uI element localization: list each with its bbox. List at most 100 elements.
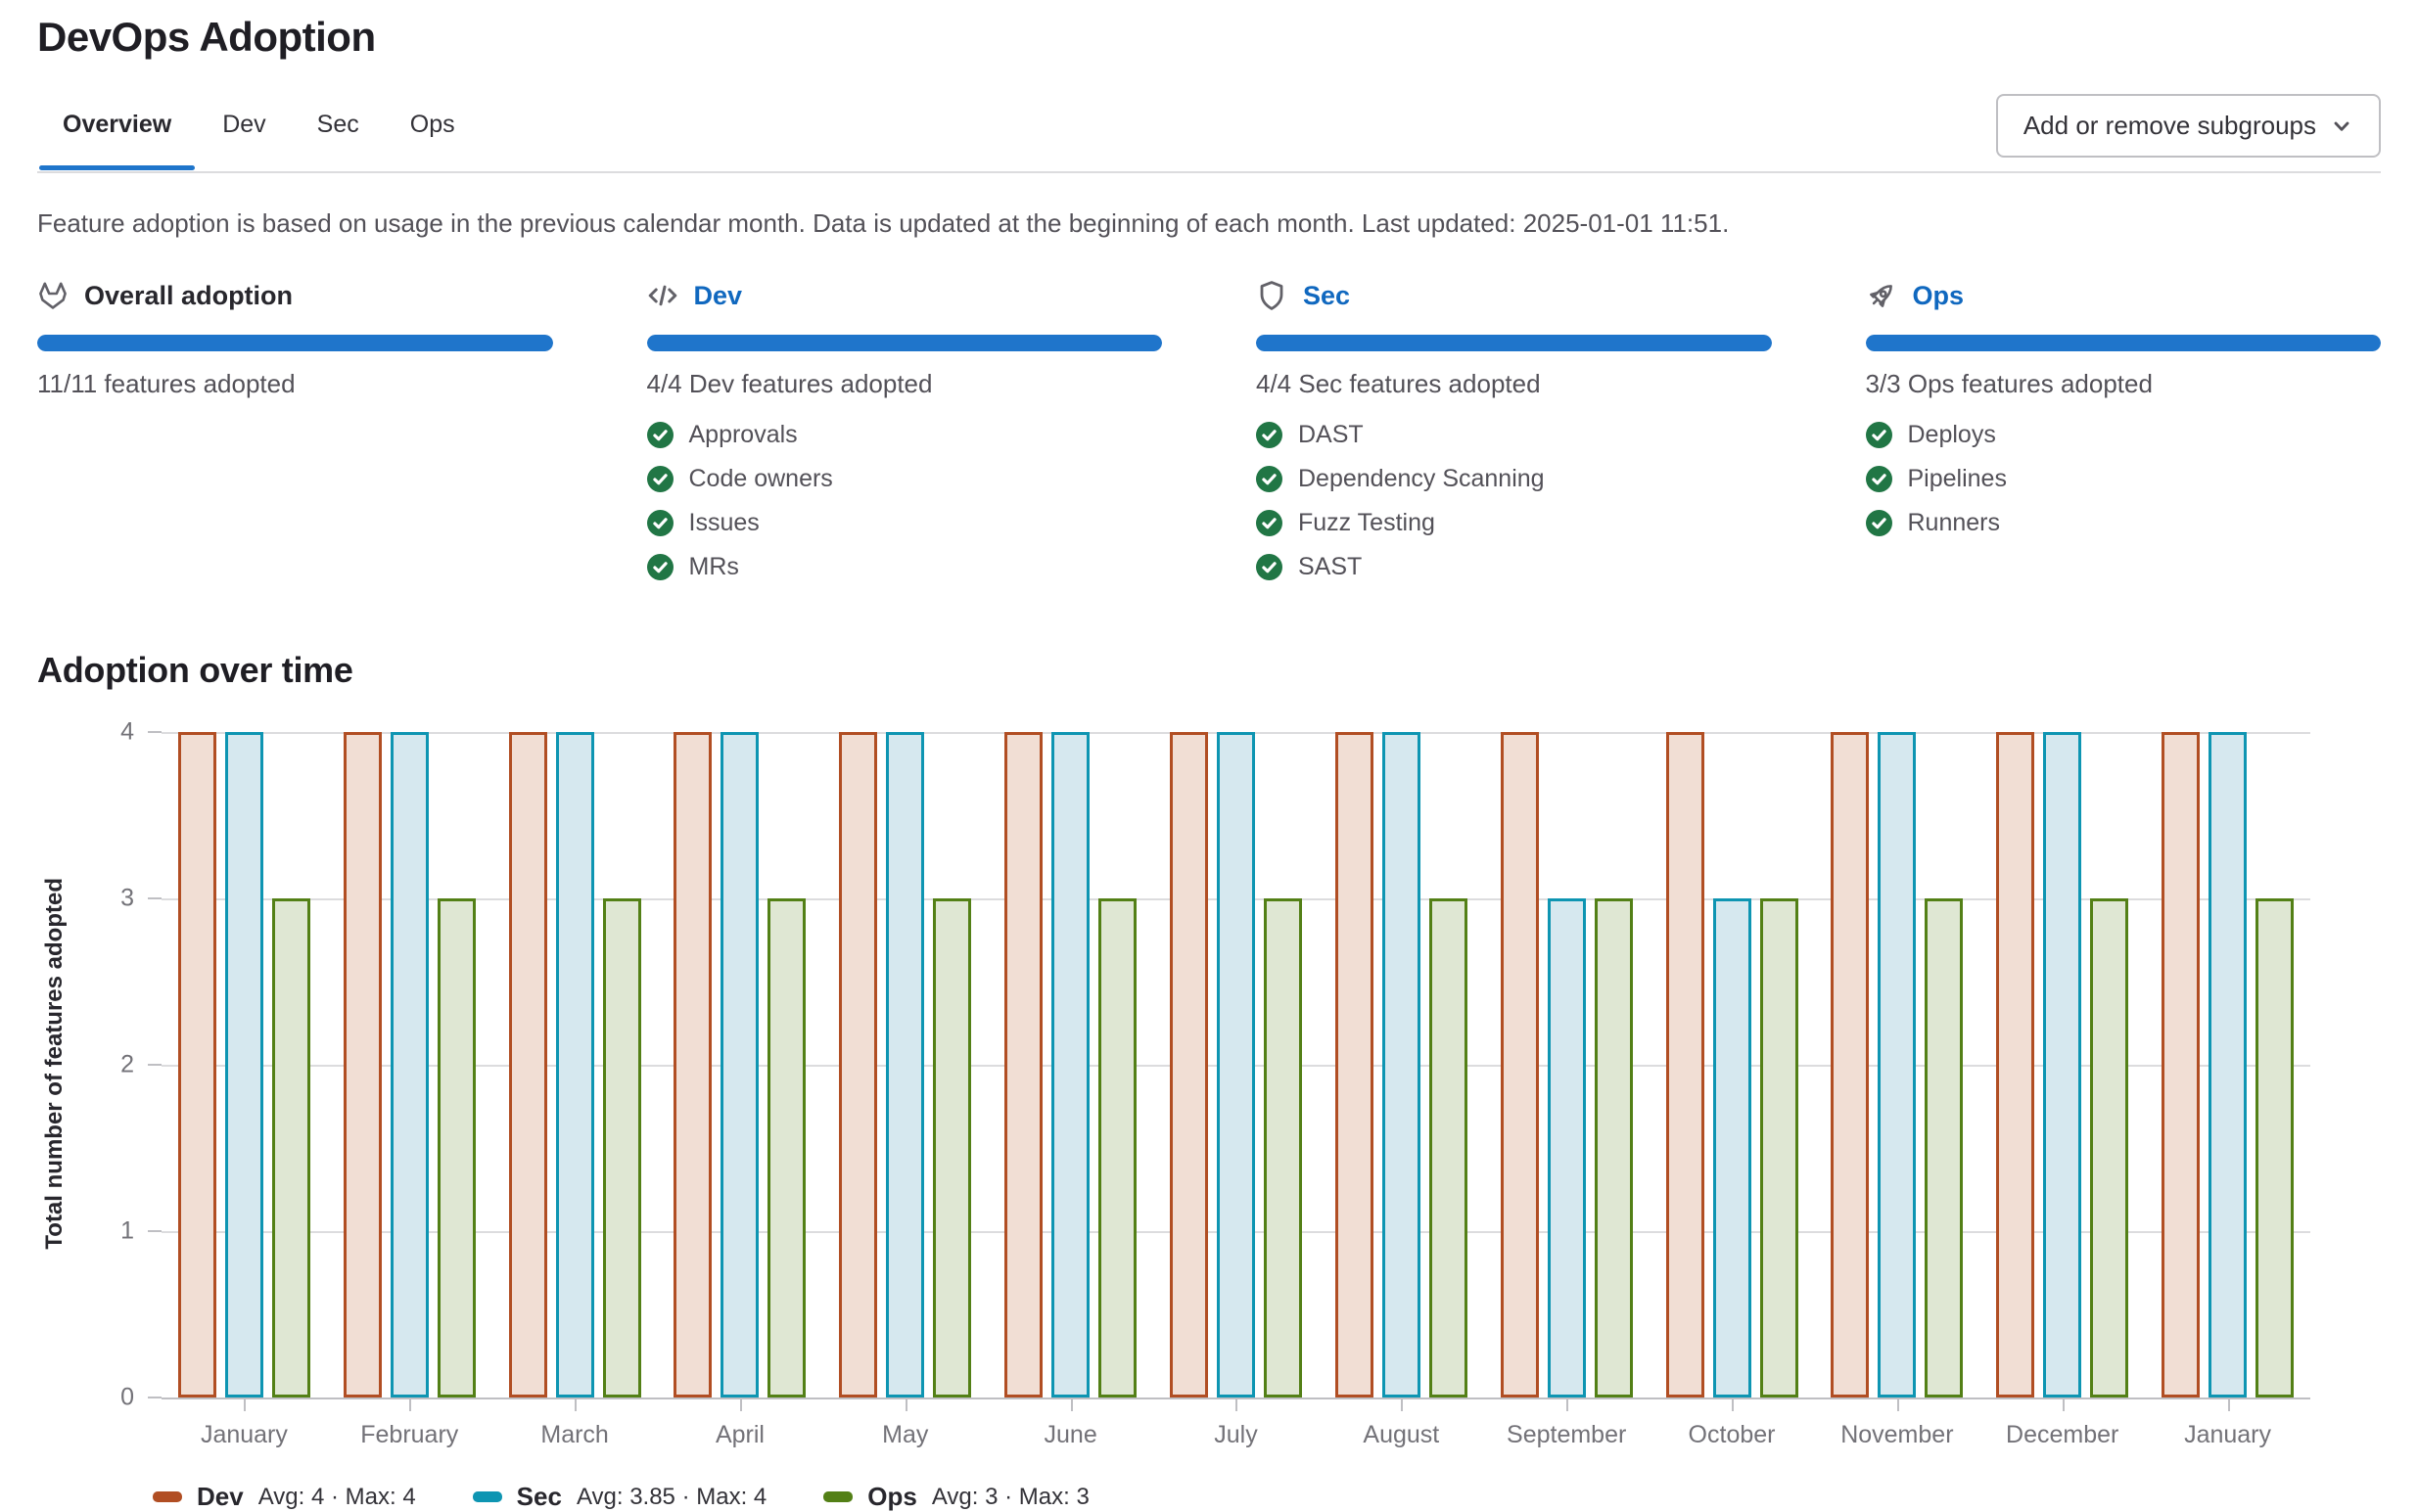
bar-group-january-0: January xyxy=(162,732,327,1448)
bar-dev-march-2 xyxy=(508,732,547,1397)
card-header: Dev xyxy=(647,278,1163,313)
feature-label: Issues xyxy=(688,509,760,536)
bar-dev-october-9 xyxy=(1665,732,1704,1397)
card-title[interactable]: Sec xyxy=(1303,280,1351,310)
legend-item-dev[interactable]: Dev Avg: 4 · Max: 4 xyxy=(153,1482,416,1512)
y-axis-tick-mark xyxy=(148,1230,162,1232)
feature-label: Pipelines xyxy=(1907,465,2007,492)
y-axis-label: Total number of features adopted xyxy=(41,878,68,1250)
tabs: Overview Dev Sec Ops xyxy=(37,97,481,170)
feature-item: DAST xyxy=(1256,413,1772,457)
bar-sec-april-3 xyxy=(721,732,760,1397)
x-axis-label-october-9: October xyxy=(1688,1421,1776,1448)
adoption-summary: 4/4 Sec features adopted xyxy=(1256,369,1541,398)
legend-item-sec[interactable]: Sec Avg: 3.85 · Max: 4 xyxy=(472,1482,767,1512)
bar-ops-january-12 xyxy=(2255,898,2295,1397)
check-circle-icon xyxy=(1256,466,1282,492)
bar-sec-november-10 xyxy=(1878,732,1917,1397)
add-remove-subgroups-label: Add or remove subgroups xyxy=(2023,111,2316,140)
add-remove-subgroups-button[interactable]: Add or remove subgroups xyxy=(1995,94,2381,158)
x-axis-tick-mark xyxy=(409,1399,412,1411)
bar-sec-september-8 xyxy=(1547,898,1586,1397)
x-axis-label-december-11: December xyxy=(2006,1421,2119,1448)
feature-label: Dependency Scanning xyxy=(1298,465,1545,492)
x-axis-tick-mark xyxy=(905,1399,907,1411)
progress-bar-fill xyxy=(646,335,1162,351)
legend-swatch-dev xyxy=(153,1491,182,1502)
feature-item: Issues xyxy=(646,501,1163,545)
check-circle-icon xyxy=(646,422,674,448)
chart-section-title: Adoption over time xyxy=(37,650,353,690)
bar-groups: January February March April May June July Augu… xyxy=(162,732,2310,1448)
adoption-card-ops: Ops 3/3 Ops features adopted Deploys Pipeli… xyxy=(1865,278,2382,589)
legend-item-ops[interactable]: Ops Avg: 3 · Max: 3 xyxy=(823,1482,1090,1512)
x-axis-label-april-3: April xyxy=(715,1421,765,1448)
feature-item: Runners xyxy=(1865,501,2382,545)
feature-item: Pipelines xyxy=(1865,457,2382,501)
x-axis-label-june-5: June xyxy=(1044,1421,1097,1448)
card-title[interactable]: Ops xyxy=(1912,280,1965,310)
legend-series-stats: Avg: 4 · Max: 4 xyxy=(257,1483,416,1510)
bar-group-november-10: November xyxy=(1814,732,1979,1448)
bar-ops-september-8 xyxy=(1594,898,1633,1397)
bar-dev-february-1 xyxy=(343,732,382,1397)
x-axis-tick-mark xyxy=(1566,1399,1569,1411)
adoption-card-dev: Dev 4/4 Dev features adopted Approvals Code… xyxy=(646,278,1163,589)
legend-swatch-ops xyxy=(823,1491,854,1502)
bar-group-march-2: March xyxy=(492,732,658,1448)
code-icon xyxy=(647,280,678,311)
bar-ops-october-9 xyxy=(1759,898,1798,1397)
bar-ops-february-1 xyxy=(437,898,476,1397)
tab-ops[interactable]: Ops xyxy=(385,97,481,168)
y-axis-tick-mark xyxy=(148,731,162,733)
card-title[interactable]: Dev xyxy=(693,280,743,310)
x-axis-label-february-1: February xyxy=(360,1421,459,1448)
bar-sec-august-7 xyxy=(1381,732,1420,1397)
rocket-icon xyxy=(1866,280,1897,311)
bar-sec-october-9 xyxy=(1712,898,1751,1397)
x-axis-tick-mark xyxy=(739,1399,742,1411)
x-axis-label-january-12: January xyxy=(2184,1421,2272,1448)
adoption-cards-row: Overall adoption 11/11 features adopted De… xyxy=(37,278,2381,589)
feature-label: Code owners xyxy=(688,465,833,492)
bar-sec-may-4 xyxy=(886,732,925,1397)
feature-label: Runners xyxy=(1907,509,2001,536)
bar-group-february-1: February xyxy=(327,732,492,1448)
y-axis-tick-mark xyxy=(148,897,162,899)
bar-sec-december-11 xyxy=(2043,732,2082,1397)
bar-group-april-3: April xyxy=(658,732,823,1448)
tab-dev[interactable]: Dev xyxy=(197,97,291,168)
x-axis-tick-mark xyxy=(575,1399,578,1411)
check-circle-icon xyxy=(1256,422,1282,448)
check-circle-icon xyxy=(1865,422,1892,448)
tab-bar: Overview Dev Sec Ops Add or remove subgroup… xyxy=(37,94,2381,173)
tab-sec[interactable]: Sec xyxy=(292,97,385,168)
x-axis-tick-mark xyxy=(1896,1399,1899,1411)
x-axis-tick-mark xyxy=(1070,1399,1073,1411)
feature-label: MRs xyxy=(688,553,739,580)
bar-dev-december-11 xyxy=(1996,732,2035,1397)
bar-dev-january-0 xyxy=(177,732,216,1397)
bar-group-january-12: January xyxy=(2145,732,2310,1448)
x-axis-label-august-7: August xyxy=(1363,1421,1440,1448)
bar-ops-march-2 xyxy=(602,898,641,1397)
bar-dev-january-12 xyxy=(2162,732,2201,1397)
x-axis-label-january-0: January xyxy=(200,1421,288,1448)
bar-ops-december-11 xyxy=(2090,898,2129,1397)
legend-series-stats: Avg: 3 · Max: 3 xyxy=(931,1483,1090,1510)
check-circle-icon xyxy=(1865,466,1892,492)
tab-overview[interactable]: Overview xyxy=(37,97,197,170)
legend-series-name: Ops xyxy=(867,1482,917,1511)
bar-dev-june-5 xyxy=(1004,732,1044,1397)
x-axis-tick-mark xyxy=(244,1399,247,1411)
bar-ops-may-4 xyxy=(933,898,972,1397)
bar-ops-november-10 xyxy=(1925,898,1964,1397)
feature-list: Approvals Code owners Issues MRs xyxy=(646,413,1163,589)
progress-bar xyxy=(1256,335,1772,351)
x-axis-label-september-8: September xyxy=(1507,1421,1627,1448)
progress-bar xyxy=(1865,335,2381,351)
chart-plot-area: 4 3 2 1 0 January February March April May June Jul… xyxy=(120,718,2310,1448)
bar-dev-november-10 xyxy=(1831,732,1870,1397)
feature-item: MRs xyxy=(646,545,1163,589)
bar-sec-january-0 xyxy=(224,732,263,1397)
